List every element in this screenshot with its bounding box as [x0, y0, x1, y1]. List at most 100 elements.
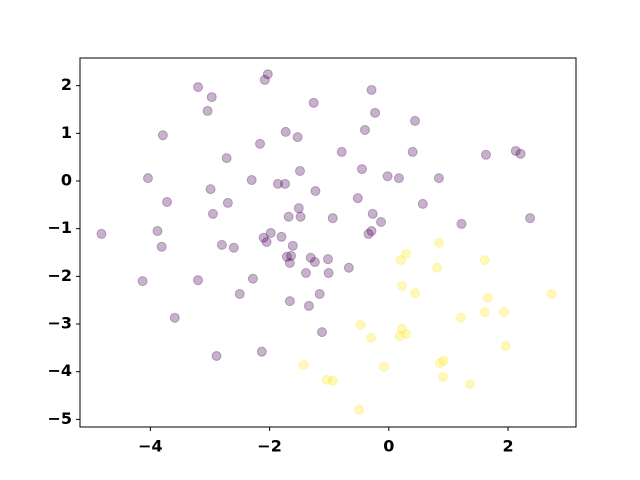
point [162, 196, 173, 207]
point [327, 375, 338, 386]
point [258, 232, 269, 243]
point [256, 346, 267, 357]
point [293, 203, 304, 214]
y-tick-label: −3 [47, 314, 72, 333]
point [354, 404, 364, 415]
point [300, 268, 311, 279]
point [356, 164, 367, 175]
point [310, 186, 321, 197]
point [410, 115, 421, 126]
point [280, 178, 291, 189]
y-tick-label: −2 [47, 266, 72, 285]
point [247, 273, 258, 284]
point [142, 173, 153, 184]
point [205, 184, 216, 195]
point [262, 69, 273, 80]
point [370, 107, 381, 118]
point [228, 242, 239, 253]
point [261, 237, 272, 248]
point [283, 211, 294, 222]
point [366, 226, 377, 237]
point [156, 241, 167, 252]
point [314, 288, 325, 299]
axes-frame [79, 57, 577, 428]
point [280, 126, 291, 137]
point [410, 288, 421, 299]
point [309, 257, 320, 268]
point [417, 198, 428, 209]
point [211, 350, 222, 361]
point [255, 138, 266, 149]
point [246, 175, 257, 186]
x-tick-label: −4 [138, 437, 163, 456]
point [308, 97, 319, 108]
point [323, 254, 333, 265]
point [321, 374, 332, 385]
point [202, 105, 213, 116]
point [500, 340, 511, 351]
point [393, 173, 404, 184]
point [287, 240, 298, 251]
point [295, 211, 306, 222]
point [396, 280, 407, 291]
point [482, 292, 493, 303]
point [464, 379, 475, 390]
point [303, 300, 314, 311]
point [367, 208, 378, 219]
point [286, 250, 297, 261]
point [343, 262, 354, 273]
point [234, 288, 245, 299]
point [305, 252, 316, 263]
point [438, 371, 449, 382]
point [432, 262, 443, 273]
point [157, 130, 168, 141]
point [169, 312, 180, 323]
x-tick-label: −2 [257, 437, 282, 456]
point [352, 193, 363, 204]
point [396, 323, 407, 334]
point [137, 276, 148, 287]
point [284, 258, 295, 268]
point [382, 171, 393, 182]
point [193, 82, 204, 93]
y-tick-label: −1 [47, 218, 72, 237]
point [525, 213, 536, 224]
point [206, 92, 217, 103]
point [363, 228, 374, 239]
point [259, 74, 270, 85]
point [292, 132, 303, 143]
point [152, 226, 163, 237]
point [207, 208, 218, 219]
point [401, 329, 412, 340]
point [365, 332, 376, 343]
point [479, 307, 490, 318]
point [327, 213, 338, 224]
point [394, 330, 405, 341]
point [193, 275, 204, 286]
point [433, 173, 444, 184]
point [546, 288, 557, 299]
point [366, 84, 377, 95]
point [359, 124, 370, 135]
point [498, 307, 509, 318]
point [438, 355, 449, 366]
point [433, 237, 444, 248]
point [276, 231, 287, 242]
point [376, 217, 387, 227]
point [510, 145, 521, 156]
y-tick-label: −4 [47, 361, 72, 380]
point [479, 255, 490, 266]
point [96, 228, 107, 239]
point [272, 178, 283, 189]
point [323, 268, 334, 279]
point [480, 149, 491, 160]
point [456, 218, 467, 229]
y-tick-label: −5 [47, 409, 72, 428]
point [455, 312, 466, 323]
x-tick-label: 2 [502, 437, 513, 456]
point [336, 146, 347, 157]
point [265, 227, 276, 238]
point [222, 197, 233, 208]
